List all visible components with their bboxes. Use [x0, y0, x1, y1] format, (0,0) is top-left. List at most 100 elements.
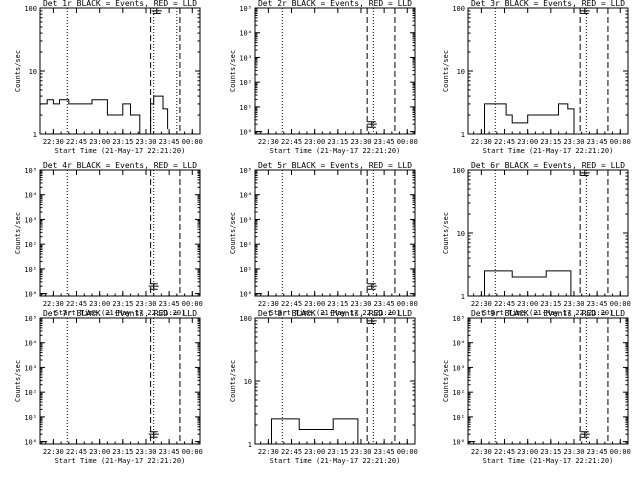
- y-tick-label: 10²: [24, 241, 37, 249]
- series-line-events: [468, 103, 579, 135]
- chart-panel-det-6: Det 6r BLACK = Events, RED = LLD 1 10 100 Co…: [442, 161, 631, 317]
- x-tick-label: 00:00: [182, 138, 203, 146]
- x-tick-label: 22:45: [494, 138, 515, 146]
- x-tick-label: 22:30: [258, 300, 279, 308]
- x-tick-label: 23:00: [304, 448, 325, 456]
- series-line-events: [255, 418, 366, 445]
- y-tick-label: 10⁵: [239, 167, 252, 175]
- plot-frame: [39, 317, 201, 445]
- y-tick-label: 10¹: [24, 414, 37, 422]
- x-axis-label: Start Time (21-May-17 22:21:20): [483, 457, 614, 465]
- chart-title: Det 6r BLACK = Events, RED = LLD: [471, 161, 625, 170]
- y-tick-label: 10⁰: [452, 439, 465, 447]
- x-axis-label: Start Time (21-May-17 22:21:20): [483, 309, 614, 317]
- x-tick-label: 23:15: [112, 300, 133, 308]
- x-tick-label: 23:00: [89, 138, 110, 146]
- y-tick-label: 10⁴: [452, 340, 465, 348]
- chart-title: Det 8r BLACK = Events, RED = LLD: [258, 309, 412, 318]
- x-tick-label: 22:45: [281, 300, 302, 308]
- y-tick-label: 10²: [239, 241, 252, 249]
- plot-frame: [467, 169, 629, 297]
- x-tick-label: 22:45: [66, 138, 87, 146]
- x-tick-label: 23:30: [563, 138, 584, 146]
- y-tick-label: 10³: [24, 364, 37, 372]
- chart-panel-det-8: Det 8r BLACK = Events, RED = LLD 1 10 100 Co…: [229, 309, 418, 465]
- y-tick-label: 100: [24, 5, 37, 13]
- x-tick-label: 23:15: [540, 448, 561, 456]
- x-tick-label: 00:00: [397, 448, 418, 456]
- x-tick-label: 00:00: [610, 138, 631, 146]
- x-tick-label: 00:00: [397, 300, 418, 308]
- y-axis-label: Counts/sec: [442, 360, 450, 402]
- x-tick-label: 23:30: [563, 300, 584, 308]
- y-tick-label: 10⁰: [24, 291, 37, 299]
- plot-frame: [467, 317, 629, 445]
- x-tick-label: 23:30: [350, 138, 371, 146]
- x-tick-label: 23:15: [112, 138, 133, 146]
- plot-frame: [254, 317, 416, 445]
- x-tick-label: 22:30: [471, 300, 492, 308]
- y-axis-label: Counts/sec: [229, 212, 237, 254]
- x-axis-label: Start Time (21-May-17 22:21:20): [55, 309, 186, 317]
- y-tick-label: 10²: [239, 79, 252, 87]
- y-tick-label: 10⁵: [239, 5, 252, 13]
- x-tick-label: 22:45: [281, 448, 302, 456]
- x-tick-label: 22:30: [43, 138, 64, 146]
- x-tick-label: 23:45: [374, 138, 395, 146]
- x-tick-label: 23:30: [563, 448, 584, 456]
- y-tick-label: 10⁴: [239, 30, 252, 38]
- y-axis-label: Counts/sec: [14, 212, 22, 254]
- y-axis-label: Counts/sec: [14, 50, 22, 92]
- y-tick-label: 10⁴: [24, 192, 37, 200]
- x-tick-label: 23:45: [374, 448, 395, 456]
- x-tick-label: 00:00: [610, 448, 631, 456]
- x-tick-label: 23:00: [304, 300, 325, 308]
- x-tick-label: 00:00: [397, 138, 418, 146]
- x-tick-label: 23:45: [374, 300, 395, 308]
- y-axis-label: Counts/sec: [229, 360, 237, 402]
- chart-panel-det-3: Det 3r BLACK = Events, RED = LLD 1 10 100 Co…: [442, 0, 631, 155]
- series-line-events: [40, 95, 169, 135]
- x-tick-label: 23:00: [304, 138, 325, 146]
- y-tick-label: 10⁴: [239, 192, 252, 200]
- y-tick-label: 100: [452, 5, 465, 13]
- chart-panel-det-7: Det 7r BLACK = Events, RED = LLD 10⁰ 10¹ 10…: [14, 309, 203, 465]
- x-tick-label: 23:30: [350, 300, 371, 308]
- y-tick-label: 10: [29, 68, 37, 76]
- x-tick-label: 23:00: [517, 448, 538, 456]
- x-tick-label: 22:45: [494, 300, 515, 308]
- y-tick-label: 1: [248, 441, 252, 449]
- y-axis-label: Counts/sec: [14, 360, 22, 402]
- x-tick-label: 22:30: [471, 138, 492, 146]
- chart-panel-det-5: Det 5r BLACK = Events, RED = LLD 10⁰ 10¹ 10…: [229, 161, 418, 317]
- chart-panel-det-9: Det 9r BLACK = Events, RED = LLD 10⁰ 10¹ 10…: [442, 309, 631, 465]
- y-axis-label: Counts/sec: [442, 212, 450, 254]
- x-tick-label: 23:15: [327, 300, 348, 308]
- y-tick-label: 10⁰: [239, 129, 252, 137]
- y-tick-label: 10¹: [239, 266, 252, 274]
- y-tick-label: 10³: [239, 216, 252, 224]
- y-tick-label: 10³: [239, 54, 252, 62]
- chart-title: Det 7r BLACK = Events, RED = LLD: [43, 309, 197, 318]
- plot-frame: [254, 7, 416, 135]
- x-tick-label: 23:15: [112, 448, 133, 456]
- x-tick-label: 22:30: [43, 300, 64, 308]
- x-tick-label: 23:45: [159, 448, 180, 456]
- y-tick-label: 10⁵: [24, 315, 37, 323]
- x-axis-label: Start Time (21-May-17 22:21:20): [483, 147, 614, 155]
- x-tick-label: 23:30: [135, 138, 156, 146]
- plot-frame: [39, 169, 201, 297]
- y-tick-label: 1: [33, 131, 37, 139]
- x-tick-label: 23:00: [517, 300, 538, 308]
- y-axis-label: Counts/sec: [442, 50, 450, 92]
- chart-title: Det 3r BLACK = Events, RED = LLD: [471, 0, 625, 8]
- x-tick-label: 00:00: [182, 300, 203, 308]
- x-tick-label: 23:45: [587, 448, 608, 456]
- y-tick-label: 10³: [452, 364, 465, 372]
- y-tick-label: 10¹: [452, 414, 465, 422]
- chart-title: Det 2r BLACK = Events, RED = LLD: [258, 0, 412, 8]
- y-tick-label: 100: [452, 167, 465, 175]
- x-tick-label: 23:45: [587, 138, 608, 146]
